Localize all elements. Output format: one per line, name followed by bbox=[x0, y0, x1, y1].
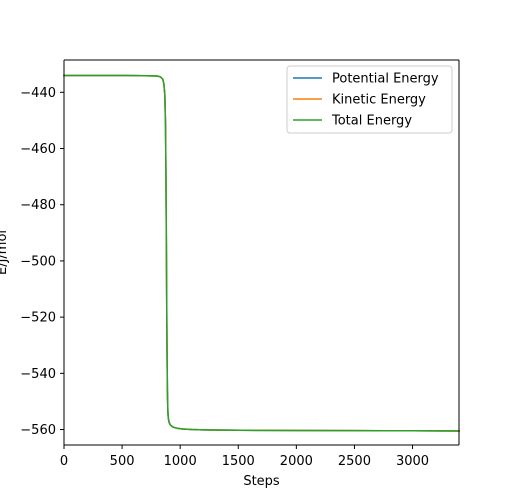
y-tick-label: −460 bbox=[20, 142, 56, 157]
y-tick-label: −520 bbox=[20, 311, 56, 326]
y-axis-ticks: −440 −460 −480 −500 −520 −540 −560 bbox=[20, 86, 64, 438]
series-line-2 bbox=[63, 74, 460, 432]
series-lines bbox=[63, 74, 460, 432]
y-axis-label: E/J/mol bbox=[0, 230, 10, 275]
x-tick-label: 2000 bbox=[280, 454, 313, 469]
legend-label-1: Kinetic Energy bbox=[332, 93, 426, 108]
y-tick-label: −560 bbox=[20, 423, 56, 438]
x-tick-label: 3000 bbox=[396, 454, 429, 469]
y-tick-label: −540 bbox=[20, 367, 56, 382]
x-tick-label: 2500 bbox=[338, 454, 371, 469]
x-tick-label: 0 bbox=[60, 454, 68, 469]
legend-box bbox=[286, 65, 453, 134]
legend: Potential Energy Kinetic Energy Total Ener… bbox=[286, 65, 453, 134]
plot-frame bbox=[63, 59, 460, 446]
x-axis-label: Steps bbox=[243, 474, 280, 489]
y-tick-label: −480 bbox=[20, 198, 56, 213]
x-tick-label: 1000 bbox=[164, 454, 197, 469]
x-tick-label: 500 bbox=[110, 454, 135, 469]
x-axis-ticks: 0 500 1000 1500 2000 2500 3000 bbox=[60, 445, 429, 469]
y-tick-label: −500 bbox=[20, 254, 56, 269]
x-tick-label: 1500 bbox=[222, 454, 255, 469]
y-tick-label: −440 bbox=[20, 86, 56, 101]
legend-label-0: Potential Energy bbox=[332, 72, 439, 87]
legend-label-2: Total Energy bbox=[331, 114, 412, 129]
